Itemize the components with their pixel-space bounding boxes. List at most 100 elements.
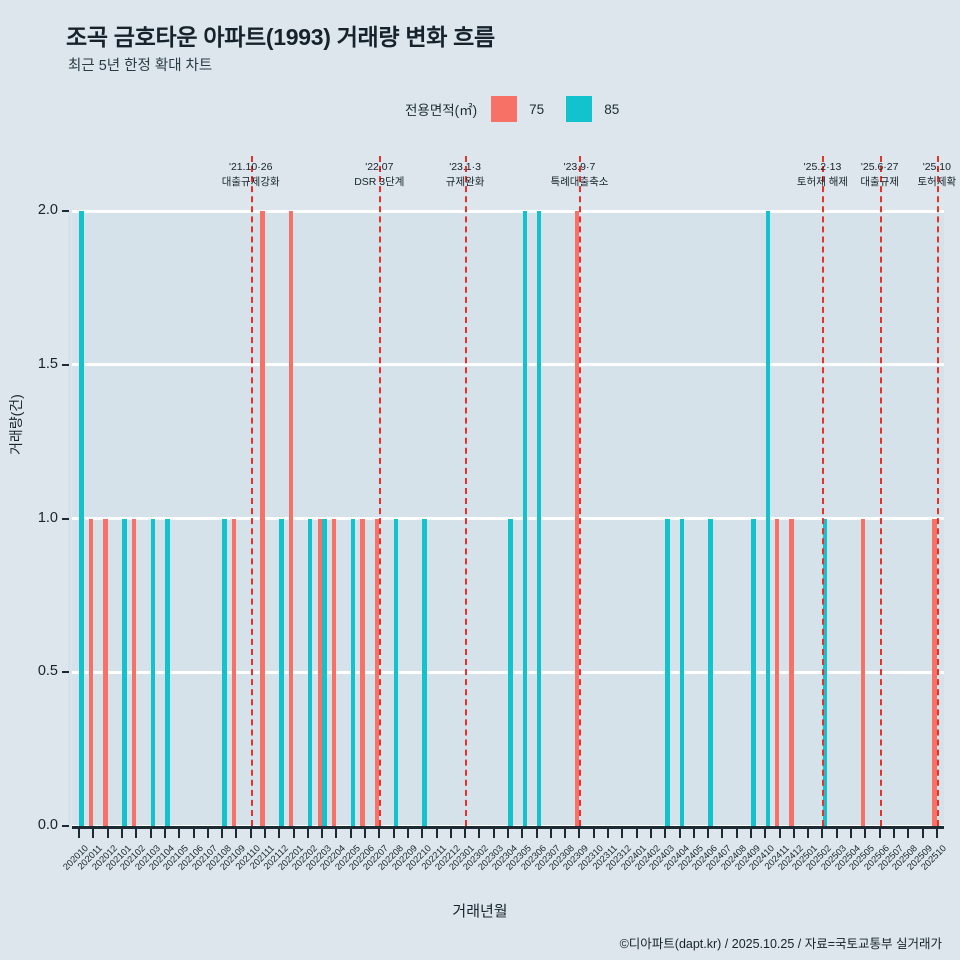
x-tick-mark [492,829,495,838]
x-tick-mark [278,829,281,838]
x-tick-mark [306,829,309,838]
x-tick-mark [335,829,338,838]
legend-swatch-85 [566,96,593,122]
event-line-202309 [579,156,582,826]
bar-85-202210 [422,518,427,826]
x-tick-mark [378,829,381,838]
bar-75-202109 [231,518,237,826]
bar-75-202102 [131,518,137,826]
x-tick-mark [221,829,224,838]
annotation-date: '25.6·27 [860,161,899,173]
bar-75-202203 [317,518,322,826]
bar-75-202411 [774,518,780,826]
gridline [72,517,944,520]
x-tick-mark [364,829,367,838]
annotation-date: '25.10 [922,161,951,173]
annotation-202510: '25.10 토허제확 [918,160,957,190]
annotation-date: '23.1·3 [449,161,481,173]
annotation-202301: '23.1·3 규제완화 [446,160,485,190]
x-tick-mark [707,829,710,838]
bar-85-202108 [222,518,227,826]
bar-85-202208 [393,518,399,826]
x-tick-mark [607,829,610,838]
x-tick-mark [178,829,181,838]
annotation-date: '25.2·13 [803,161,842,173]
x-tick-mark [921,829,924,838]
annotation-text: 대출규제 [860,176,899,189]
x-tick-mark [321,829,324,838]
y-axis-line [68,211,71,829]
x-tick-mark [778,829,781,838]
chart-legend: 전용면적(㎡) 75 85 [405,96,619,122]
gridline [72,363,944,367]
legend-title: 전용면적(㎡) [405,103,478,118]
x-tick-mark [464,829,467,838]
bar-85-202202 [308,518,313,826]
x-tick-mark [664,829,667,838]
event-line-202110 [250,156,253,826]
legend-label-85: 85 [604,101,620,117]
x-tick-mark [478,829,481,838]
annotation-date: '21.10·26 [228,161,273,173]
bar-85-202101 [122,518,127,826]
x-tick-mark [349,829,352,838]
bar-85-202305 [522,211,527,826]
plot-area [72,156,944,828]
y-tick-label: 0.5 [37,663,58,680]
x-tick-mark [807,829,810,838]
x-tick-mark [106,829,109,838]
x-tick-mark [878,829,881,838]
annotation-text: 대출규제강화 [221,176,280,189]
x-tick-mark [721,829,724,838]
bar-85-202304 [508,518,513,826]
x-tick-mark [864,829,867,838]
x-axis-line [72,826,944,829]
x-tick-mark [121,829,124,838]
x-tick-mark [564,829,567,838]
x-tick-mark [263,829,266,838]
x-tick-mark [192,829,195,838]
bar-85-202409 [751,518,756,826]
x-tick-mark [435,829,438,838]
x-tick-mark [907,829,910,838]
x-tick-mark [735,829,738,838]
bar-75-202201 [288,211,294,826]
y-tick-mark [62,210,69,212]
x-tick-mark [78,829,81,838]
x-tick-mark [764,829,767,838]
x-tick-mark [92,829,95,838]
x-tick-mark [135,829,138,838]
y-tick-label: 1.5 [37,355,58,372]
page-title: 조곡 금호타운 아파트(1993) 거래량 변화 흐름 [66,24,495,50]
y-tick-mark [62,671,69,674]
bar-75-202505 [860,518,866,826]
event-line-202502 [822,156,825,826]
x-tick-mark [521,829,524,838]
y-tick-mark [62,825,69,827]
y-axis-label: 거래량(건) [8,394,24,455]
y-tick-label: 1.0 [37,509,58,526]
annotation-202207: '22.07 DSR 3단계 [354,160,404,190]
bar-75-202412 [789,518,794,826]
gridline [72,670,944,674]
footer-credit: ©디아파트(dapt.kr) / 2025.10.25 / 자료=국토교통부 실… [619,937,942,951]
legend-label-75: 75 [529,101,545,117]
bar-85-202203 [322,518,327,826]
bar-75-202012 [103,518,108,826]
x-tick-mark [850,829,853,838]
x-tick-mark [821,829,824,838]
event-line-202506 [879,156,882,826]
annotation-date: '22.07 [365,161,394,173]
annotation-202309: '23.9·7 특례대출축소 [550,160,608,190]
x-tick-mark [292,829,295,838]
x-tick-mark [621,829,624,838]
event-line-202301 [465,156,468,826]
x-tick-mark [507,829,509,838]
y-tick-mark [62,517,69,520]
x-tick-mark [163,829,166,838]
legend-swatch-75 [491,96,518,122]
x-tick-mark [449,829,452,838]
bar-85-202306 [536,211,542,826]
x-tick-mark [249,829,252,838]
page-subtitle: 최근 5년 한정 확대 차트 [68,58,213,74]
